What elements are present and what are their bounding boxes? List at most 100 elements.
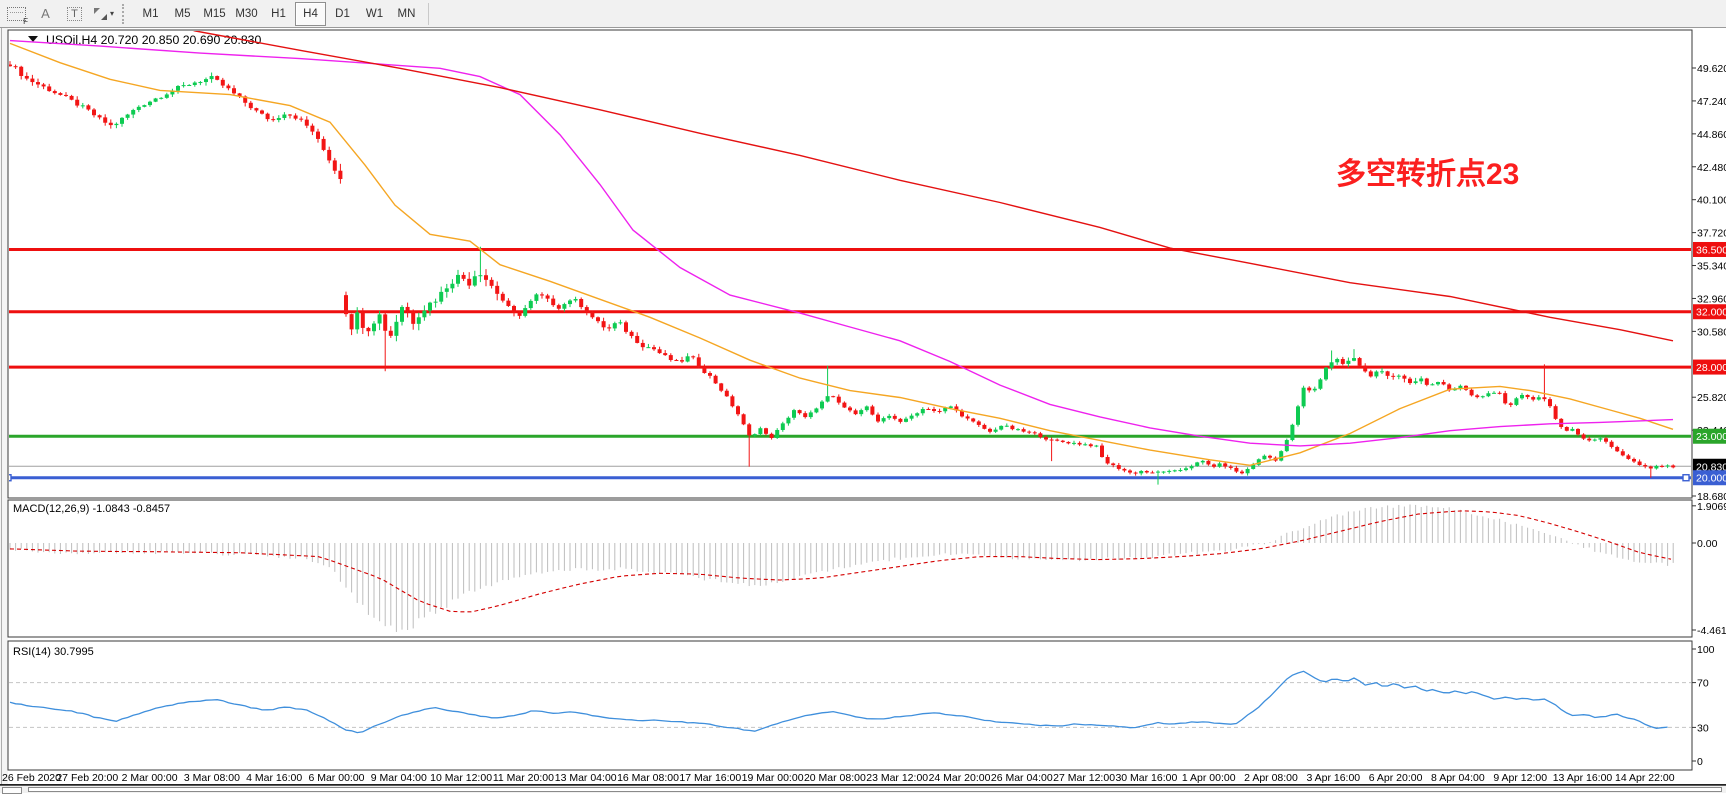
hline-handle[interactable] [1682,474,1690,482]
price-badge [1693,428,1726,444]
macd-title: MACD(12,26,9) -1.0843 -0.8457 [13,503,170,515]
price-badge-label: 20.000 [1696,473,1726,485]
candlesticks [9,61,1676,485]
tf-button-d1[interactable]: D1 [335,7,350,20]
tf-button-m30[interactable]: M30 [235,7,258,20]
price-tick-label: 35.340 [1697,261,1726,273]
time-tick-label: 9 Mar 04:00 [371,772,427,784]
time-tick-label: 19 Mar 00:00 [742,772,804,784]
macd-tick-label: 1.9069 [1697,501,1726,513]
toolbar: A T ▾ M1 M5 M15 M30 H1 H4 D1 W1 MN [0,0,1726,28]
arrows-icon [93,7,107,20]
time-tick-label: 27 Feb 20:00 [56,772,118,784]
time-tick-label: 26 Mar 04:00 [991,772,1053,784]
rsi-panel[interactable] [7,640,1693,771]
macd-plot[interactable] [9,504,1674,632]
tf-button-m1[interactable]: M1 [142,7,159,20]
ma-mid-line [9,39,1674,447]
time-tick-label: 11 Mar 20:00 [493,772,554,784]
toolbar-separator [428,2,429,25]
price-badge-label: 23.000 [1696,431,1726,443]
time-tick-label: 14 Apr 22:00 [1615,772,1675,784]
rsi-line [9,670,1668,734]
time-tick-label: 23 Mar 12:00 [866,772,928,784]
tf-button-h4[interactable]: H4 [295,1,326,26]
price-badge-label: 36.500 [1696,244,1726,256]
time-tick-label: 2 Mar 00:00 [122,772,178,784]
price-tick-label: 42.480 [1697,162,1726,174]
time-tick-label: 30 Mar 16:00 [1115,772,1177,784]
time-tick-label: 2 Apr 08:00 [1244,772,1298,784]
price-badge [1693,304,1726,320]
price-badge-label: 32.000 [1696,307,1726,319]
price-badge [1693,470,1726,486]
price-tick-label: 49.620 [1697,63,1726,75]
rsi-tick-label: 30 [1697,722,1709,734]
tf-button-m5[interactable]: M5 [174,7,191,20]
crosshair-grid-button[interactable] [3,2,30,26]
tf-button-h1[interactable]: H1 [271,7,286,20]
time-tick-label: 6 Apr 20:00 [1369,772,1423,784]
time-tick-label: 10 Mar 12:00 [430,772,492,784]
price-tick-label: 32.960 [1697,293,1726,305]
macd-panel[interactable] [7,499,1693,638]
rsi-plot[interactable] [9,670,1691,734]
time-tick-label: 6 Mar 00:00 [308,772,364,784]
price-axis[interactable]: 49.620 47.240 44.860 42.480 40.100 37.720 35.3… [1692,63,1726,768]
time-tick-label: 17 Mar 16:00 [679,772,741,784]
time-tick-label: 13 Mar 04:00 [555,772,617,784]
price-tick-label: 18.680 [1697,491,1726,503]
rsi-tick-label: 100 [1697,644,1715,656]
tf-button-w1[interactable]: W1 [365,7,384,20]
grid-f-icon [7,6,28,26]
toolbar-grip[interactable] [122,3,128,24]
window-left-gutter [0,28,8,785]
chart-title: USOil,H4 20.720 20.850 20.690 20.830 [46,33,262,47]
letter-a-icon: A [41,6,50,21]
price-tick-label: 25.820 [1697,392,1726,404]
price-tick-label: 40.100 [1697,195,1726,207]
dropdown-caret-icon: ▾ [109,9,114,18]
rsi-title: RSI(14) 30.7995 [13,646,94,658]
letter-t-icon: T [67,6,82,21]
time-tick-label: 13 Apr 16:00 [1553,772,1613,784]
rsi-tick-label: 0 [1697,756,1703,768]
tf-button-mn[interactable]: MN [397,7,416,20]
time-tick-label: 1 Apr 00:00 [1182,772,1236,784]
symbol-dropdown-icon[interactable] [28,36,38,42]
bottom-bar[interactable] [28,787,1722,792]
price-panel[interactable] [7,29,1693,499]
hline-handle[interactable] [5,474,12,482]
time-tick-label: 4 Mar 16:00 [246,772,302,784]
price-tick-label: 44.860 [1697,129,1726,141]
macd-signal-line [9,510,1672,613]
arrows-button[interactable]: ▾ [90,2,117,26]
macd-tick-label: 0.00 [1697,538,1718,550]
price-plot[interactable]: USOil,H4 20.720 20.850 20.690 20.830 多空转折… [5,17,1692,485]
rsi-tick-label: 70 [1697,678,1709,690]
time-tick-label: 26 Feb 2020 [2,772,61,784]
time-tick-label: 8 Apr 04:00 [1431,772,1485,784]
annotation-text[interactable]: 多空转折点23 [1336,158,1519,191]
macd-tick-label: -4.4614 [1697,625,1726,637]
price-badge [1693,458,1726,474]
time-tick-label: 20 Mar 08:00 [804,772,866,784]
text-box-button[interactable]: T [61,2,88,26]
ma-slow-line [192,31,1674,342]
tf-button-m15[interactable]: M15 [203,7,226,20]
time-tick-label: 3 Mar 08:00 [184,772,240,784]
price-badge [1693,241,1726,257]
time-tick-label: 16 Mar 08:00 [617,772,679,784]
price-badge [1693,359,1726,375]
price-tick-label: 47.240 [1697,96,1726,108]
ma-fast-line [9,42,1674,467]
bottom-tab-strip [0,785,1726,794]
timeframe-group: M1 M5 M15 M30 H1 H4 D1 W1 MN [135,1,422,26]
price-tick-label: 37.720 [1697,228,1726,240]
time-tick-label: 27 Mar 12:00 [1053,772,1115,784]
time-tick-label: 9 Apr 12:00 [1493,772,1547,784]
price-tick-label: 30.580 [1697,326,1726,338]
text-label-button[interactable]: A [32,2,59,26]
